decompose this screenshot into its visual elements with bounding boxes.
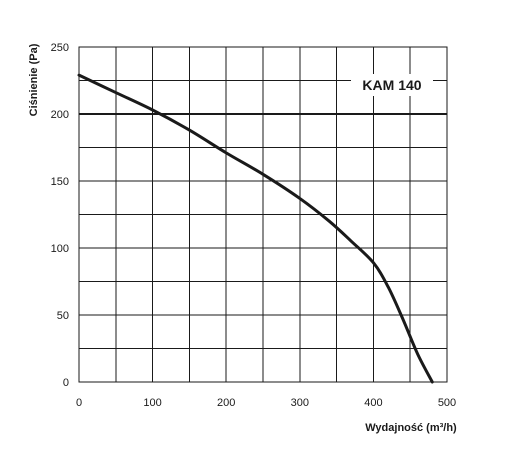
y-tick-label: 250 [51,42,69,54]
tick-labels: 0 100 200 300 400 500 0 50 100 150 200 250 [51,42,457,409]
series-label-background [351,74,433,96]
y-tick-label: 100 [51,243,69,255]
x-tick-label: 0 [76,397,82,409]
x-tick-label: 100 [143,397,161,409]
reference-lines [79,74,447,115]
x-axis-title: Wydajność (m³/h) [365,422,457,434]
series-layer [77,73,434,384]
y-tick-label: 200 [51,109,69,121]
y-tick-label: 50 [57,310,69,322]
plot-frame [78,46,448,383]
x-tick-label: 300 [291,397,309,409]
x-tick-label: 400 [364,397,382,409]
y-tick-label: 150 [51,176,69,188]
series-line-0 [77,73,434,384]
y-tick-label: 0 [63,377,69,389]
x-tick-label: 200 [217,397,235,409]
series-label-kam-140: KAM 140 [362,77,421,93]
x-tick-label: 500 [438,397,456,409]
y-axis-title: Ciśnienie (Pa) [28,43,40,116]
grid [78,46,448,383]
